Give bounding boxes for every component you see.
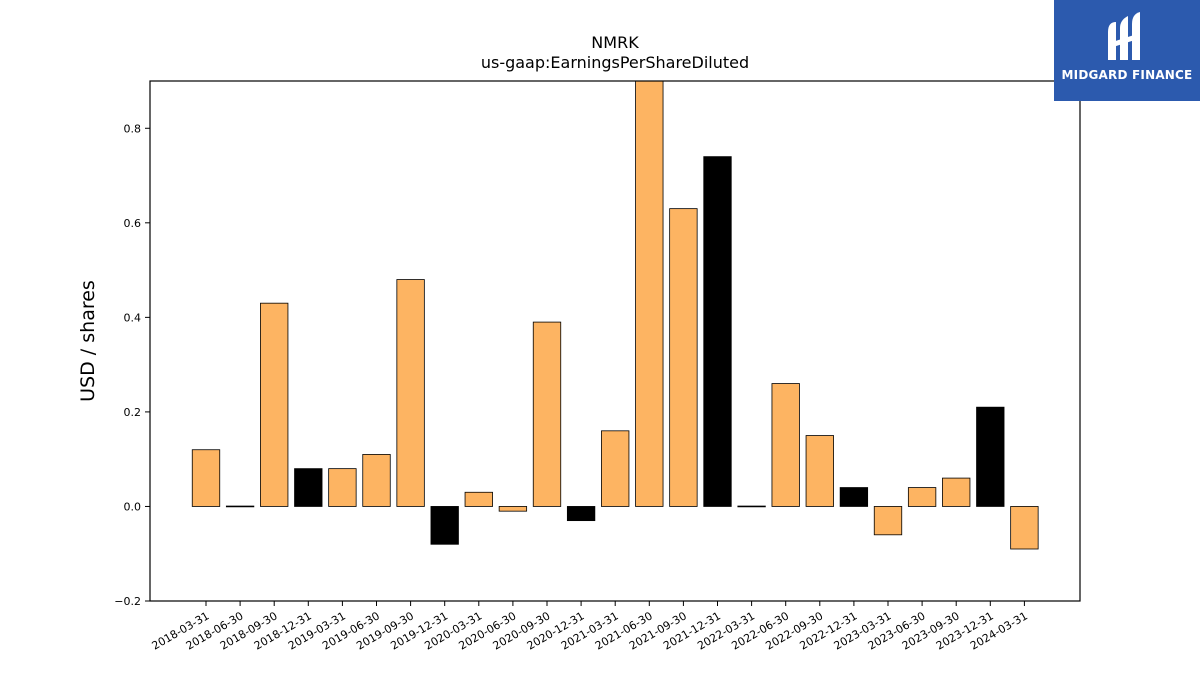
bar-2018-06-30 <box>225 505 255 508</box>
y-tick-label: 0.6 <box>124 217 142 230</box>
bar-2019-12-31 <box>430 506 459 545</box>
logo-text: MIDGARD FINANCE <box>1061 68 1193 82</box>
bar-2019-09-30 <box>396 279 425 507</box>
bar-2020-03-31 <box>464 491 493 507</box>
bar-2021-12-31 <box>703 156 732 507</box>
x-axis-ticks: 2018-03-312018-06-302018-09-302018-12-31… <box>150 601 1030 653</box>
bars-group <box>191 80 1039 550</box>
bar-2023-06-30 <box>907 487 937 507</box>
chart-subtitle: us-gaap:EarningsPerShareDiluted <box>481 53 749 72</box>
bar-2022-09-30 <box>805 435 834 507</box>
bar-2021-09-30 <box>669 208 698 507</box>
bar-2018-03-31 <box>191 449 221 507</box>
y-tick-label: −0.2 <box>114 595 141 608</box>
plot-area-frame <box>149 80 1081 602</box>
bar-2020-09-30 <box>532 321 562 507</box>
bar-2023-03-31 <box>873 506 903 536</box>
bar-2022-06-30 <box>771 383 800 507</box>
bar-2021-06-30 <box>635 80 664 507</box>
y-tick-label: 0.0 <box>124 500 142 513</box>
bar-2022-03-31 <box>737 505 766 508</box>
bar-2022-12-31 <box>839 487 869 507</box>
bar-2023-09-30 <box>942 477 971 507</box>
chart-title: NMRK <box>591 33 639 52</box>
y-axis-ticks: −0.2 0.0 0.2 0.4 0.6 0.8 <box>114 122 150 608</box>
bar-2024-03-31 <box>1010 506 1039 550</box>
y-axis-label: USD / shares <box>77 280 99 402</box>
y-tick-label: 0.4 <box>124 311 142 324</box>
bar-2021-03-31 <box>601 430 630 507</box>
bar-2019-03-31 <box>328 468 357 507</box>
bar-2018-09-30 <box>260 302 289 507</box>
y-tick-label: 0.2 <box>124 406 142 419</box>
bar-2020-12-31 <box>566 506 596 522</box>
bar-2018-12-31 <box>294 468 323 507</box>
y-tick-label: 0.8 <box>124 122 142 135</box>
bar-2023-12-31 <box>976 406 1005 507</box>
logo: MIDGARD FINANCE <box>1054 0 1200 101</box>
bar-2019-06-30 <box>362 454 391 507</box>
midgard-logo-icon <box>1108 12 1140 60</box>
bar-2020-06-30 <box>498 506 528 512</box>
